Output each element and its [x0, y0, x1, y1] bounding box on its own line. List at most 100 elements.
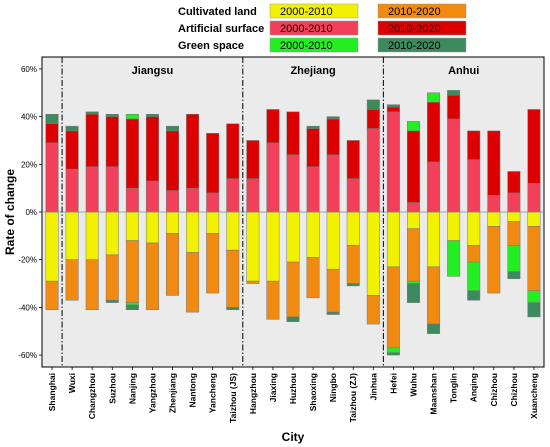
x-tick-label: Taizhou (JS): [228, 373, 238, 423]
legend-group-label: Artificial surface: [178, 23, 264, 35]
bar-art_2000_2010-1: [65, 168, 79, 213]
bar-green_2000_2010-18: [407, 121, 420, 132]
bar-art_2000_2010-3: [105, 166, 119, 213]
bar-art_2000_2010-24: [527, 183, 541, 213]
bar-green_2010_2020-3: [105, 113, 119, 117]
x-tick-label: Jinhua: [368, 373, 378, 401]
bar-cult_2000_2010-8: [206, 211, 220, 234]
bar-art_2010_2020-12: [286, 111, 300, 156]
bar-art_2000_2010-12: [286, 154, 300, 213]
legend-swatch: [269, 3, 359, 19]
x-tick-label: Nanjing: [127, 373, 137, 404]
bar-art_2010_2020-11: [266, 109, 280, 144]
legend-swatch: [269, 20, 359, 36]
bar-cult_2010_2020-23: [507, 221, 521, 246]
bar-cult_2000_2010-5: [145, 211, 159, 244]
bar-art_2010_2020-4: [125, 118, 139, 189]
x-tick-label: Wuhu: [408, 373, 418, 396]
bar-art_2010_2020-1: [65, 130, 79, 170]
bar-cult_2000_2010-4: [125, 211, 139, 241]
bar-cult_2000_2010-15: [346, 211, 360, 246]
legend-swatch: [377, 3, 467, 19]
x-tick-label: Hefei: [388, 373, 398, 394]
bar-cult_2010_2020-5: [145, 242, 159, 311]
bar-cult_2010_2020-2: [85, 259, 99, 311]
bar-green_2010_2020-3: [105, 299, 119, 303]
x-tick-label: Hangzhou: [248, 373, 258, 414]
bar-cult_2010_2020-6: [166, 233, 179, 296]
bar-cult_2000_2010-14: [326, 211, 340, 270]
bar-art_2010_2020-16: [366, 109, 380, 129]
bar-art_2010_2020-7: [186, 113, 200, 189]
x-tick-label: Huzhou: [288, 373, 298, 404]
bar-green_2010_2020-14: [326, 311, 340, 315]
bar-green_2010_2020-12: [286, 316, 300, 322]
bar-art_2000_2010-5: [145, 180, 159, 213]
region-labels: Jiangsu Zhejiang Anhui: [132, 65, 480, 77]
bar-art_2000_2010-23: [507, 192, 521, 213]
bar-cult_2010_2020-17: [386, 266, 400, 349]
x-tick-label: Tonglin: [449, 373, 459, 403]
bar-art_2000_2010-21: [467, 159, 481, 213]
bar-art_2010_2020-5: [145, 116, 159, 182]
x-tick-label: Changzhou: [87, 373, 97, 419]
bar-green_2010_2020-23: [507, 271, 521, 280]
legend-entry-label: 2000-2010: [280, 23, 333, 35]
bar-art_2000_2010-0: [45, 142, 59, 213]
bar-green_2000_2010-23: [507, 245, 521, 272]
region-label-jiangsu: Jiangsu: [132, 65, 174, 77]
bar-green_2010_2020-16: [366, 99, 380, 110]
bar-art_2000_2010-2: [85, 166, 99, 213]
bar-cult_2000_2010-22: [487, 211, 501, 227]
bar-cult_2000_2010-17: [386, 211, 400, 268]
bar-art_2000_2010-13: [306, 166, 320, 213]
bar-green_2010_2020-6: [166, 125, 179, 132]
bar-cult_2010_2020-1: [65, 259, 79, 301]
x-tick-label: Chizhou: [509, 373, 519, 407]
bar-art_2010_2020-9: [226, 123, 240, 179]
bar-cult_2010_2020-14: [326, 268, 340, 313]
bar-cult_2000_2010-6: [166, 211, 179, 234]
bar-cult_2000_2010-23: [507, 211, 521, 222]
x-tick-label: Anqing: [469, 373, 479, 402]
bar-green_2010_2020-18: [407, 283, 420, 303]
x-tick-label: Yancheng: [208, 373, 218, 413]
bar-cult_2010_2020-10: [246, 280, 260, 284]
bar-green_2010_2020-13: [306, 125, 320, 129]
y-tick-label: 60%: [21, 65, 37, 74]
bar-cult_2000_2010-1: [65, 211, 79, 260]
bar-green_2010_2020-17: [386, 104, 400, 108]
bar-green_2010_2020-9: [226, 307, 240, 311]
bar-cult_2010_2020-0: [45, 280, 59, 311]
bar-green_2010_2020-24: [527, 302, 541, 318]
bar-cult_2000_2010-3: [105, 211, 119, 256]
bar-art_2000_2010-22: [487, 195, 501, 213]
bar-art_2010_2020-23: [507, 171, 521, 194]
bar-cult_2010_2020-24: [527, 226, 541, 291]
bar-art_2000_2010-19: [427, 161, 441, 213]
bar-green_2000_2010-4: [125, 302, 139, 306]
bar-cult_2010_2020-19: [427, 266, 441, 325]
bar-green_2010_2020-1: [65, 125, 79, 132]
bar-cult_2010_2020-9: [226, 249, 240, 308]
bar-green_2010_2020-17: [386, 352, 400, 356]
bar-art_2010_2020-19: [427, 102, 441, 163]
bar-art_2010_2020-22: [487, 130, 501, 196]
bar-green_2000_2010-17: [386, 347, 400, 353]
x-axis: Shanghai Wuxi Changzhou Suzhou Nanjing Yangzh…: [47, 367, 539, 423]
bar-cult_2000_2010-9: [226, 211, 240, 251]
bar-art_2000_2010-20: [447, 118, 461, 213]
x-tick-label: Chizhou: [489, 373, 499, 407]
x-tick-label: Taizhou (ZJ): [348, 373, 358, 423]
bar-green_2000_2010-18: [407, 280, 420, 284]
x-tick-label: Xuancheng: [529, 373, 539, 419]
bar-art_2010_2020-17: [386, 106, 400, 113]
bar-cult_2010_2020-3: [105, 254, 119, 301]
bar-green_2000_2010-4: [125, 113, 139, 120]
bar-cult_2000_2010-19: [427, 211, 441, 268]
bar-art_2000_2010-4: [125, 187, 139, 213]
region-label-anhui: Anhui: [448, 65, 479, 77]
region-label-zhejiang: Zhejiang: [290, 65, 335, 77]
legend-swatch: [377, 37, 467, 53]
bar-cult_2000_2010-24: [527, 211, 541, 227]
